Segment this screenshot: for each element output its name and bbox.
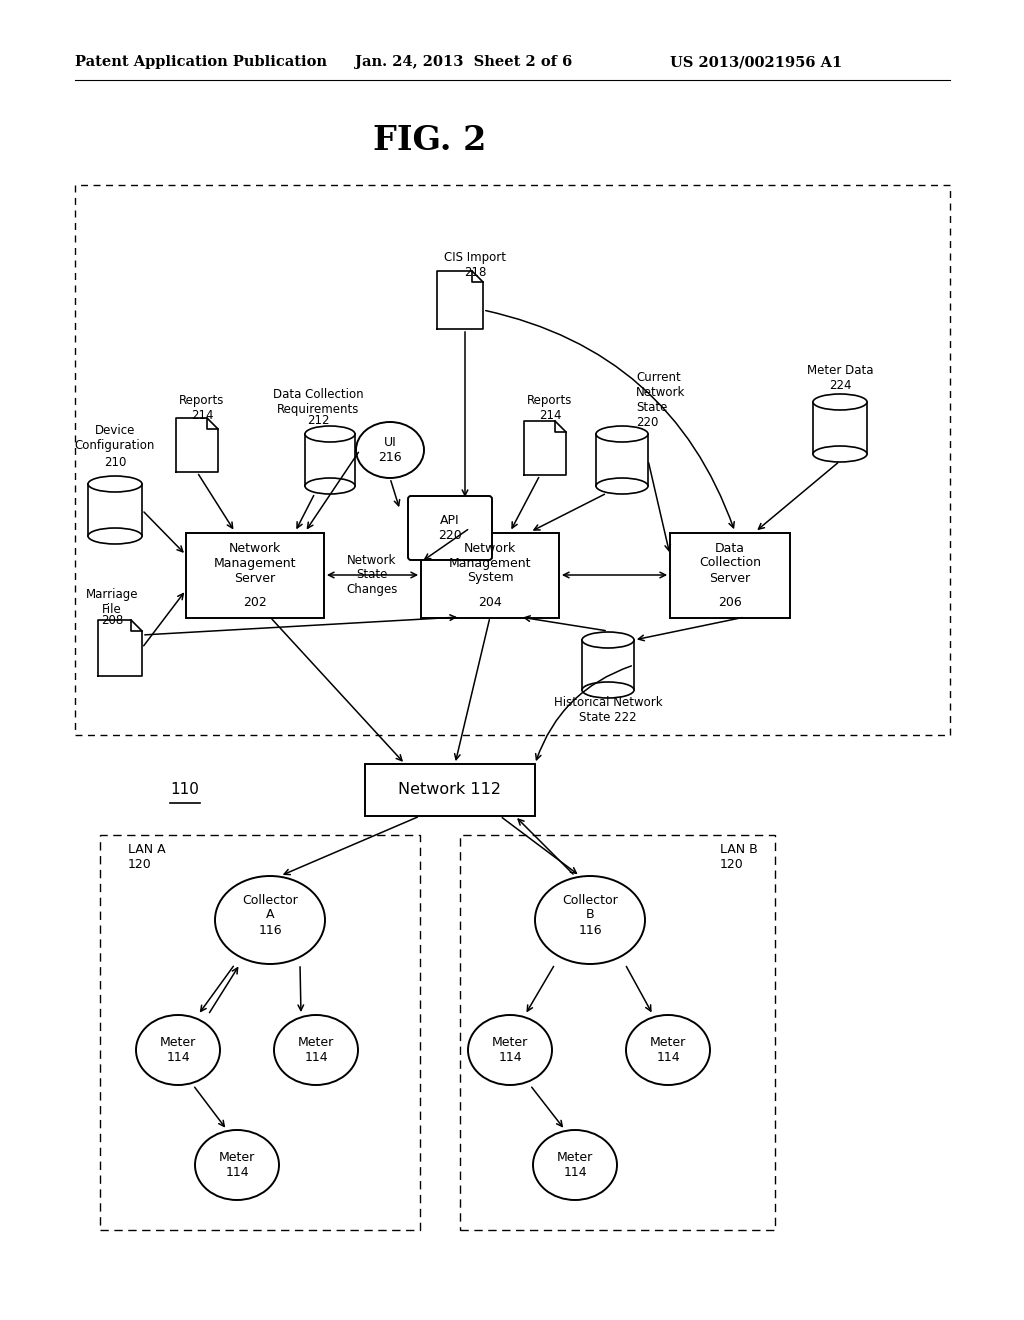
Text: Data
Collection
Server: Data Collection Server [699,541,761,585]
Text: Network
Management
System: Network Management System [449,541,531,585]
Polygon shape [582,640,634,690]
Ellipse shape [274,1015,358,1085]
Text: 206: 206 [718,597,741,610]
Ellipse shape [596,478,648,494]
Ellipse shape [136,1015,220,1085]
Bar [186,532,324,618]
Polygon shape [437,271,483,329]
Polygon shape [88,484,142,536]
Text: 210: 210 [103,455,126,469]
Ellipse shape [596,426,648,442]
Ellipse shape [305,426,355,442]
Text: Device
Configuration: Device Configuration [75,424,156,451]
Text: Marriage
File: Marriage File [86,587,138,616]
Text: Reports
214: Reports 214 [179,393,224,422]
Text: 212: 212 [307,414,330,428]
Text: Meter
114: Meter 114 [298,1036,334,1064]
Ellipse shape [215,876,325,964]
Text: US 2013/0021956 A1: US 2013/0021956 A1 [670,55,843,69]
Polygon shape [596,434,648,486]
Ellipse shape [813,446,867,462]
Text: 110: 110 [171,783,200,797]
Polygon shape [176,418,218,473]
Polygon shape [98,620,142,676]
Text: 208: 208 [101,615,123,627]
Ellipse shape [813,393,867,411]
Bar [421,532,559,618]
Text: Jan. 24, 2013  Sheet 2 of 6: Jan. 24, 2013 Sheet 2 of 6 [355,55,572,69]
Text: API
220: API 220 [438,513,462,543]
Ellipse shape [88,477,142,492]
Bar [365,764,535,816]
Bar [75,185,950,735]
Text: Meter Data
224: Meter Data 224 [807,364,873,392]
Text: UI
216: UI 216 [378,436,401,465]
Text: Meter
114: Meter 114 [160,1036,197,1064]
Text: FIG. 2: FIG. 2 [374,124,486,157]
Text: Collector
B
116: Collector B 116 [562,894,617,936]
Text: 202: 202 [243,597,267,610]
Text: Collector
A
116: Collector A 116 [242,894,298,936]
Text: Meter
114: Meter 114 [492,1036,528,1064]
Ellipse shape [582,632,634,648]
Ellipse shape [356,422,424,478]
Text: Current
Network
State
220: Current Network State 220 [636,371,685,429]
Text: Data Collection
Requirements: Data Collection Requirements [272,388,364,416]
Bar [460,836,775,1230]
Text: LAN B
120: LAN B 120 [720,843,758,871]
Ellipse shape [626,1015,710,1085]
Text: Meter
114: Meter 114 [650,1036,686,1064]
Text: Network 112: Network 112 [398,783,502,797]
Text: Reports
214: Reports 214 [527,393,572,422]
Ellipse shape [88,528,142,544]
Bar [100,836,420,1230]
Ellipse shape [534,1130,617,1200]
Text: Meter
114: Meter 114 [557,1151,593,1179]
Ellipse shape [468,1015,552,1085]
Polygon shape [305,434,355,486]
Text: Network
State
Changes: Network State Changes [346,553,397,597]
FancyBboxPatch shape [408,496,492,560]
Ellipse shape [195,1130,279,1200]
Bar [670,532,790,618]
Ellipse shape [305,478,355,494]
Text: Historical Network
State 222: Historical Network State 222 [554,696,663,723]
Ellipse shape [582,682,634,698]
Text: Patent Application Publication: Patent Application Publication [75,55,327,69]
Text: Meter
114: Meter 114 [219,1151,255,1179]
Text: LAN A
120: LAN A 120 [128,843,166,871]
Polygon shape [813,403,867,454]
Polygon shape [524,421,566,475]
Ellipse shape [535,876,645,964]
Text: Network
Management
Server: Network Management Server [214,541,296,585]
Text: CIS Import
218: CIS Import 218 [444,251,506,279]
Text: 204: 204 [478,597,502,610]
